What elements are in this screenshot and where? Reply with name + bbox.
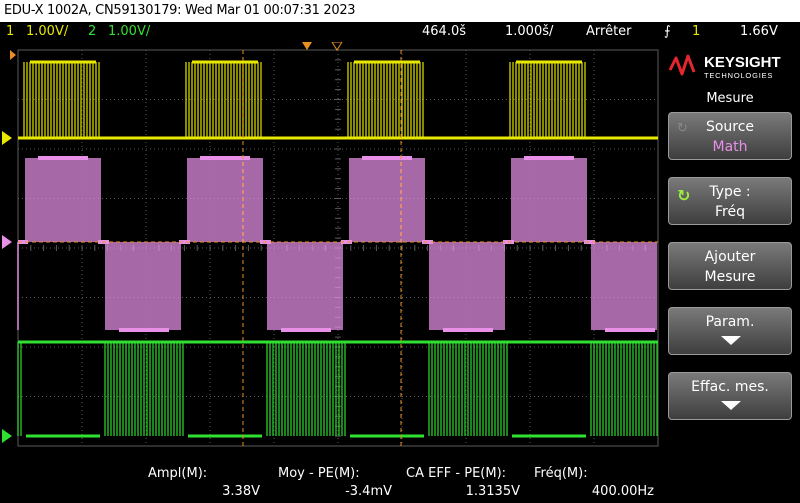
- timebase-position[interactable]: 464.0š: [422, 24, 466, 39]
- clear-measures-softkey[interactable]: Effac. mes.: [668, 372, 792, 420]
- submenu-arrow-icon: [721, 401, 741, 410]
- param-label: Param.: [705, 314, 755, 330]
- measurement-value: 400.00Hz: [591, 484, 654, 499]
- ch1-scale[interactable]: 1.00V/: [26, 24, 69, 39]
- measurement-bar: Ampl(M): 3.38V Moy - PE(M): -3.4mV CA EF…: [0, 462, 660, 503]
- trigger-icon: ⨍: [664, 24, 671, 39]
- measurement-label: Ampl(M):: [148, 466, 208, 481]
- type-softkey[interactable]: ↻ Type : Fréq: [668, 177, 792, 225]
- ch2-waveform: [17, 340, 658, 438]
- measurement-ac-rms[interactable]: CA EFF - PE(M): 1.3135V: [406, 464, 520, 502]
- ch1-waveform: [18, 60, 658, 140]
- trigger-level[interactable]: 1.66V: [740, 24, 778, 39]
- clear-measures-label: Effac. mes.: [691, 379, 769, 395]
- softkey-panel: KEYSIGHT TECHNOLOGIES Mesure ↻ Source Ma…: [660, 42, 800, 503]
- keysight-logo: KEYSIGHT TECHNOLOGIES: [660, 42, 800, 88]
- trigger-source[interactable]: 1: [692, 24, 701, 39]
- source-label: Source: [705, 119, 755, 135]
- cursors: [18, 41, 658, 446]
- param-softkey[interactable]: Param.: [668, 307, 792, 355]
- status-bar: 1 1.00V/ 2 1.00V/ 464.0š 1.000š/ Arrêter…: [0, 22, 800, 42]
- waveform-svg: [2, 41, 659, 447]
- waveform-display[interactable]: [0, 41, 660, 462]
- add-measure-line2: Mesure: [704, 269, 756, 285]
- ch2-scale[interactable]: 1.00V/: [108, 24, 151, 39]
- math-waveform: [17, 156, 657, 332]
- submenu-arrow-icon: [721, 336, 741, 345]
- measurement-label: Moy - PE(M):: [278, 466, 360, 481]
- measurement-label: CA EFF - PE(M):: [406, 466, 507, 481]
- type-value: Fréq: [715, 204, 745, 220]
- source-value: Math: [712, 139, 748, 155]
- measurement-frequency[interactable]: Fréq(M): 400.00Hz: [534, 464, 654, 502]
- measurement-amplitude[interactable]: Ampl(M): 3.38V: [148, 464, 260, 502]
- ch1-number[interactable]: 1: [6, 24, 15, 39]
- measurement-value: 1.3135V: [465, 484, 520, 499]
- brand-name: KEYSIGHT: [704, 54, 781, 71]
- menu-title: Mesure: [706, 91, 754, 106]
- measurement-label: Fréq(M):: [534, 466, 588, 481]
- type-label: Type :: [709, 184, 751, 200]
- ch2-number[interactable]: 2: [88, 24, 97, 39]
- source-softkey[interactable]: ↻ Source Math: [668, 112, 792, 160]
- measurement-value: -3.4mV: [345, 484, 392, 499]
- timebase-scale[interactable]: 1.000š/: [505, 24, 554, 39]
- channel-markers: [2, 50, 16, 443]
- run-state[interactable]: Arrêter: [586, 24, 632, 39]
- knob-icon: ↻: [677, 186, 691, 205]
- measurement-value: 3.38V: [222, 484, 260, 499]
- add-measure-line1: Ajouter: [704, 249, 756, 265]
- window-title: EDU-X 1002A, CN59130179: Wed Mar 01 00:0…: [0, 0, 800, 22]
- add-measure-softkey[interactable]: Ajouter Mesure: [668, 242, 792, 290]
- brand-sub: TECHNOLOGIES: [704, 71, 773, 80]
- rotate-icon: ↻: [677, 121, 688, 136]
- measurement-mean[interactable]: Moy - PE(M): -3.4mV: [278, 464, 392, 502]
